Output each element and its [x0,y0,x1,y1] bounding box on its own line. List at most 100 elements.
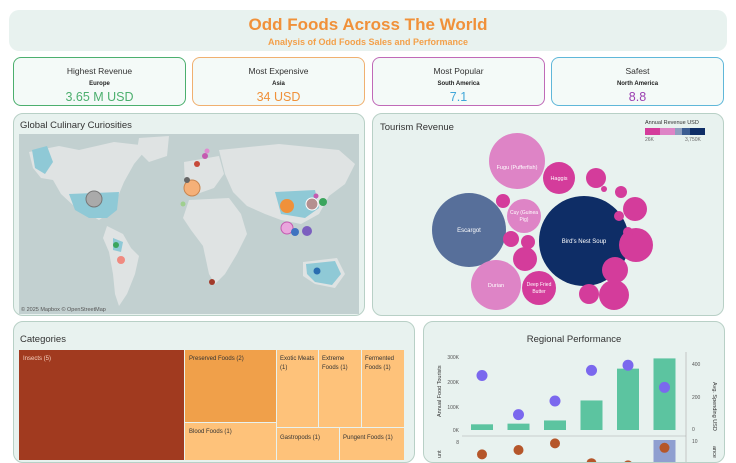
world-map[interactable]: © 2025 Mapbox © OpenStreetMap [19,134,359,314]
tile-gastropods[interactable] [277,428,339,460]
dot-spending-0[interactable] [476,369,488,381]
bubble-small-11[interactable] [599,280,629,310]
kpi-most-expensive[interactable]: Most Expensive Asia 34 USD [192,57,365,106]
bubble-label-cuy-2: Pig) [520,217,529,223]
tile-preserved[interactable] [185,350,276,422]
map-marker-usa[interactable] [85,190,103,208]
y-left-tick-200k: 200K [447,380,459,386]
tile-label-pungent: Pungent Foods (1) [343,435,393,441]
bar-tourists-2[interactable] [544,420,566,430]
dot-spending-4[interactable] [622,359,634,371]
bubble-small-2[interactable] [615,186,627,198]
bar-tourists-5[interactable] [653,358,676,430]
dot-spending-1[interactable] [513,409,524,421]
tile-fermented[interactable] [362,350,404,427]
tourism-panel: Tourism Revenue Annual Revenue USD 26K 3… [372,113,724,316]
tile-extreme[interactable] [319,350,361,427]
bubble-small-12[interactable] [579,284,599,304]
y-right-tick-200: 200 [692,395,701,401]
dot-lower-0[interactable] [477,449,487,460]
kpi-most-popular[interactable]: Most Popular South America 7.1 [372,57,545,106]
header-panel: Odd Foods Across The World Analysis of O… [9,10,727,51]
tile-label-blood: Blood Foods (1) [189,429,232,435]
map-marker-korea[interactable] [305,197,319,211]
map-marker-iceland[interactable] [202,153,208,159]
map-marker-morocco[interactable] [180,201,186,207]
map-marker-vietnam[interactable] [291,228,299,236]
bubble-haggis[interactable] [543,162,575,194]
bubble-small-10[interactable] [602,257,628,283]
map-marker-china[interactable] [280,199,294,213]
dot-spending-2[interactable] [549,395,561,407]
alaska-shape [32,146,53,174]
dot-spending-3[interactable] [586,364,597,376]
regional-chart[interactable]: Annual Food Tourists Avg. Spending USD 3… [424,322,724,462]
map-marker-ecuador[interactable] [113,242,119,248]
dot-spending-5[interactable] [659,381,670,393]
kpi-label: Most Expensive [248,66,309,76]
map-marker-uk[interactable] [184,177,190,183]
map-panel: Global Culinary Curiosities [13,113,365,316]
bubble-small-13[interactable] [614,211,624,221]
map-marker-australia[interactable] [313,267,321,275]
tile-exotic-meats[interactable] [277,350,318,427]
bar-tourists-4[interactable] [617,368,639,430]
map-marker-thailand[interactable] [280,221,294,235]
map-marker-europe[interactable] [183,179,201,197]
dot-lower-1[interactable] [513,445,524,455]
bar-tourists-0[interactable] [471,424,493,430]
lower-left-tick: 8 [456,440,459,446]
page-title: Odd Foods Across The World [248,15,488,34]
bubble-label-birds-nest: Bird's Nest Soup [562,239,607,245]
map-attribution: © 2025 Mapbox © OpenStreetMap [21,306,106,313]
map-marker-philippines[interactable] [302,226,312,236]
dot-lower-2[interactable] [550,438,560,449]
tile-insects[interactable] [19,350,184,460]
dot-lower-5[interactable] [659,442,670,453]
bubble-chart[interactable]: Fugu (Pufferfish) Haggis Escargot Cuy (G… [373,114,723,315]
kpi-region: Asia [272,81,285,87]
bubble-fugu[interactable] [489,133,545,189]
bar-tourists-3[interactable] [580,400,603,430]
tile-label-exotic-2: (1) [280,365,287,371]
map-marker-north-korea[interactable] [313,193,319,199]
tile-label-gastropods: Gastropods (1) [280,435,320,441]
dot-lower-4[interactable] [623,460,633,462]
map-marker-peru[interactable] [117,256,125,264]
kpi-highest-revenue[interactable]: Highest Revenue Europe 3.65 M USD [13,57,186,106]
bubble-small-6[interactable] [513,247,537,271]
bubble-small-3[interactable] [496,194,510,208]
y-left-tick-100k: 100K [447,405,459,411]
dot-lower-3[interactable] [586,458,597,462]
bubble-small-5[interactable] [521,235,535,249]
categories-title: Categories [20,334,66,345]
bubble-cuy[interactable] [507,199,541,233]
bubble-small-14[interactable] [623,227,633,237]
tile-pungent[interactable] [340,428,404,460]
treemap[interactable]: Insects (5) Preserved Foods (2) Blood Fo… [19,350,411,460]
bubble-escargot[interactable] [432,193,506,267]
bar-tourists-1[interactable] [507,423,530,430]
kpi-value: 7.1 [449,90,468,104]
legend-min: 26K [645,137,654,143]
kpi-region: South America [437,81,480,87]
y-left-tick-300k: 300K [447,355,459,361]
bubble-small-7[interactable] [601,186,607,192]
bubble-label-escargot: Escargot [457,228,481,234]
regional-title: Regional Performance [526,334,622,345]
bubble-small-4[interactable] [503,231,519,247]
bubble-durian[interactable] [471,260,521,310]
categories-panel: Categories Insects (5) Preserved Foods (… [13,321,415,463]
kpi-value: 3.65 M USD [65,90,134,104]
y-right-label: Avg. Spending USD [711,382,717,431]
tile-label-preserved: Preserved Foods (2) [189,356,244,362]
kpi-safest[interactable]: Safest North America 8.8 [551,57,724,106]
map-marker-sweden[interactable] [194,161,200,167]
kpi-value: 8.8 [628,90,647,104]
bubble-small-1[interactable] [586,168,606,188]
map-marker-norway[interactable] [204,148,210,154]
bubble-deep-fried-butter[interactable] [522,271,556,305]
map-marker-south-africa[interactable] [209,279,215,285]
map-marker-japan[interactable] [319,198,327,206]
bubble-small-9[interactable] [623,197,647,221]
